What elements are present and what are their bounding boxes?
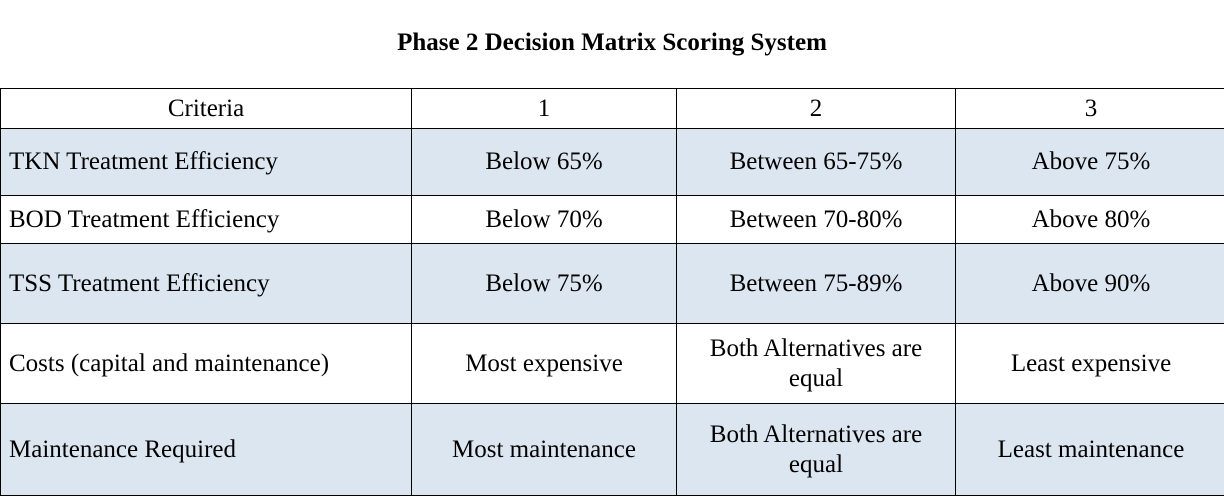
- decision-matrix-table: Criteria 1 2 3 TKN Treatment Efficiency …: [0, 88, 1224, 496]
- score-2-cell: Both Alternatives are equal: [677, 324, 956, 404]
- table-row: Maintenance Required Most maintenance Bo…: [1, 404, 1224, 496]
- document-title: Phase 2 Decision Matrix Scoring System: [0, 27, 1224, 59]
- score-1-cell: Most maintenance: [412, 404, 677, 496]
- header-criteria: Criteria: [1, 89, 412, 129]
- table-row: TSS Treatment Efficiency Below 75% Betwe…: [1, 244, 1224, 324]
- score-2-cell: Between 65-75%: [677, 129, 956, 196]
- header-score-2: 2: [677, 89, 956, 129]
- score-2-cell: Between 70-80%: [677, 196, 956, 244]
- header-score-1: 1: [412, 89, 677, 129]
- criteria-cell: Costs (capital and maintenance): [1, 324, 412, 404]
- table-row: BOD Treatment Efficiency Below 70% Betwe…: [1, 196, 1224, 244]
- score-3-cell: Above 80%: [956, 196, 1224, 244]
- score-2-cell: Both Alternatives are equal: [677, 404, 956, 496]
- score-1-cell: Below 75%: [412, 244, 677, 324]
- score-3-cell: Above 75%: [956, 129, 1224, 196]
- score-1-cell: Below 70%: [412, 196, 677, 244]
- table-header-row: Criteria 1 2 3: [1, 89, 1224, 129]
- table-row: Costs (capital and maintenance) Most exp…: [1, 324, 1224, 404]
- score-1-cell: Most expensive: [412, 324, 677, 404]
- criteria-cell: Maintenance Required: [1, 404, 412, 496]
- table-row: TKN Treatment Efficiency Below 65% Betwe…: [1, 129, 1224, 196]
- score-3-cell: Least maintenance: [956, 404, 1224, 496]
- header-score-3: 3: [956, 89, 1224, 129]
- criteria-cell: TKN Treatment Efficiency: [1, 129, 412, 196]
- criteria-cell: BOD Treatment Efficiency: [1, 196, 412, 244]
- criteria-cell: TSS Treatment Efficiency: [1, 244, 412, 324]
- score-1-cell: Below 65%: [412, 129, 677, 196]
- score-2-cell: Between 75-89%: [677, 244, 956, 324]
- score-3-cell: Least expensive: [956, 324, 1224, 404]
- score-3-cell: Above 90%: [956, 244, 1224, 324]
